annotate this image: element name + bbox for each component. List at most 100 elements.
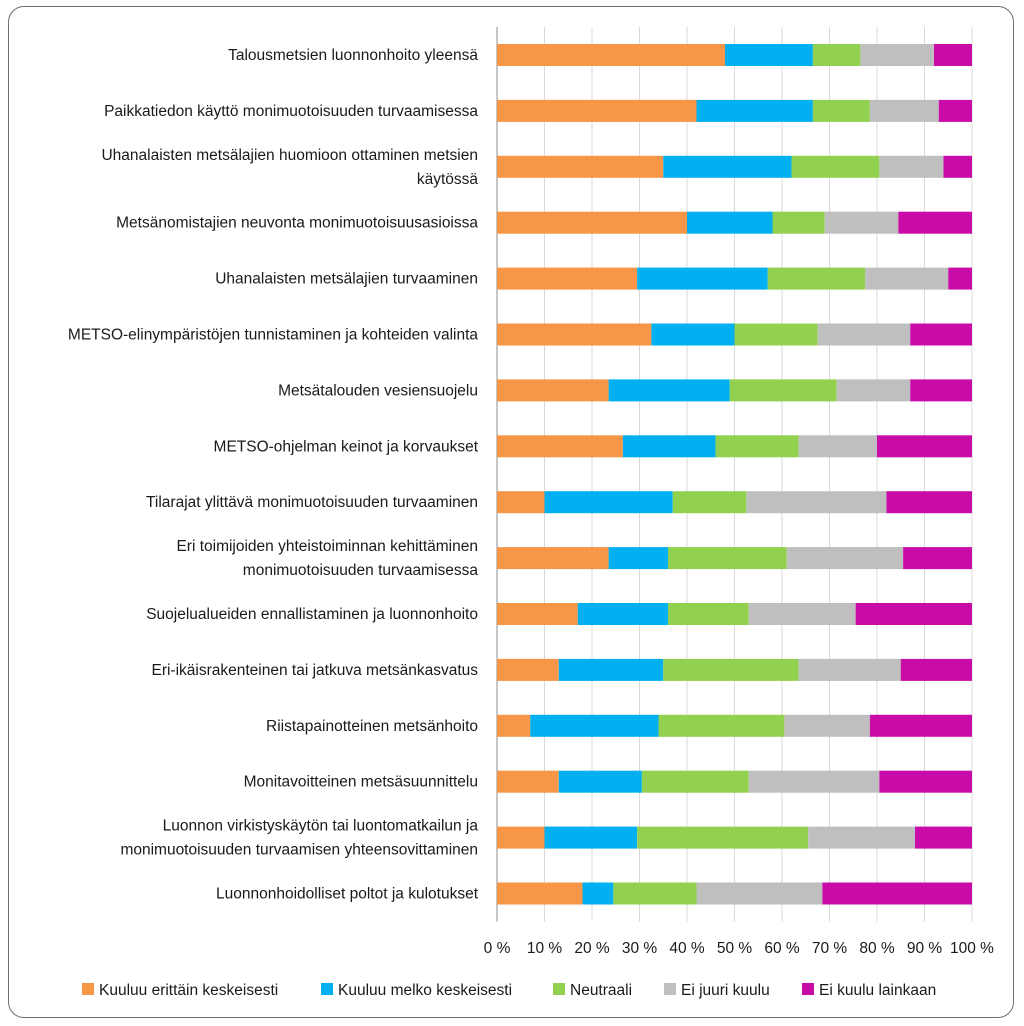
bar-segment-3-row-4	[772, 211, 825, 234]
category-label: Luonnon virkistyskäytön tai luontomatkai…	[163, 818, 479, 835]
x-tick-label: 20 %	[574, 940, 610, 957]
category-label: monimuotoisuuden turvaamisessa	[243, 562, 479, 579]
bar-segment-5-row-10	[903, 547, 972, 570]
bar-segment-1-row-10	[497, 547, 609, 570]
bar-segment-4-row-11	[748, 603, 856, 625]
category-label: Monitavoitteinen metsäsuunnittelu	[244, 774, 478, 791]
legend-swatch	[321, 983, 333, 995]
bar-segment-2-row-1	[725, 44, 813, 66]
category-label: Luonnonhoidolliset poltot ja kulotukset	[216, 886, 479, 903]
bar-segment-3-row-8	[715, 435, 799, 458]
bar-segment-5-row-3	[943, 155, 972, 178]
bar-segment-2-row-2	[696, 99, 813, 122]
bar-segment-4-row-2	[869, 99, 939, 122]
bar-segment-4-row-9	[746, 491, 887, 514]
bar-segment-5-row-15	[915, 826, 972, 849]
bar-segment-2-row-5	[637, 267, 768, 290]
category-label: Uhanalaisten metsälajien huomioon ottami…	[101, 147, 478, 164]
bar-segment-4-row-16	[696, 882, 823, 905]
bar-segment-4-row-5	[865, 267, 949, 290]
category-label: Eri toimijoiden yhteistoiminnan kehittäm…	[176, 538, 478, 555]
bar-segment-5-row-8	[877, 435, 972, 458]
bar-segment-5-row-1	[934, 44, 972, 66]
x-tick-label: 80 %	[859, 940, 895, 957]
bar-segment-3-row-13	[658, 714, 785, 737]
bar-segment-4-row-10	[786, 547, 904, 570]
bar-segment-2-row-4	[687, 211, 773, 234]
bar-segment-5-row-13	[869, 714, 972, 737]
bar-segment-2-row-10	[608, 547, 668, 570]
bar-segment-1-row-4	[497, 211, 687, 234]
bar-segment-2-row-12	[558, 658, 664, 681]
legend-label: Ei juuri kuulu	[681, 982, 770, 999]
x-tick-label: 50 %	[717, 940, 753, 957]
bar-segment-2-row-16	[582, 882, 614, 905]
bar-segment-2-row-11	[577, 603, 668, 625]
bar-segment-5-row-5	[948, 267, 972, 290]
bar-segment-1-row-16	[497, 882, 583, 905]
bar-segment-1-row-1	[497, 44, 725, 66]
bar-segment-1-row-2	[497, 99, 697, 122]
bar-segment-5-row-7	[910, 379, 972, 402]
bar-segment-3-row-9	[672, 491, 747, 514]
bar-segment-4-row-4	[824, 211, 899, 234]
category-label: monimuotoisuuden turvaamisen yhteensovit…	[120, 842, 478, 859]
bar-segment-5-row-4	[898, 211, 972, 234]
bar-segment-4-row-15	[808, 826, 915, 849]
bar-segment-1-row-7	[497, 379, 609, 402]
bar-segment-5-row-9	[886, 491, 972, 514]
bars	[497, 44, 972, 905]
bar-segment-3-row-11	[668, 603, 749, 625]
bar-segment-2-row-15	[544, 826, 638, 849]
bar-segment-2-row-13	[530, 714, 659, 737]
legend-label: Neutraali	[570, 982, 632, 999]
bar-segment-1-row-9	[497, 491, 545, 514]
x-tick-label: 40 %	[669, 940, 705, 957]
bar-segment-5-row-11	[855, 603, 972, 625]
bar-segment-5-row-14	[879, 770, 972, 793]
bar-segment-4-row-1	[860, 44, 934, 66]
category-label: käytössä	[417, 171, 479, 188]
x-axis-ticks: 0 % 10 % 20 % 30 % 40 % 50 % 60 % 70 % 80 % 90 % 1…	[484, 940, 995, 957]
bar-segment-3-row-2	[812, 99, 870, 122]
bar-segment-1-row-15	[497, 826, 545, 849]
category-label: METSO-elinympäristöjen tunnistaminen ja …	[68, 327, 478, 344]
bar-segment-1-row-12	[497, 658, 559, 681]
category-label: Riistapainotteinen metsänhoito	[266, 718, 478, 735]
bar-segment-4-row-14	[748, 770, 880, 793]
legend-label: Kuuluu erittäin keskeisesti	[99, 982, 278, 999]
bar-segment-2-row-9	[544, 491, 673, 514]
x-tick-label: 30 %	[622, 940, 658, 957]
category-label: Metsätalouden vesiensuojelu	[278, 382, 478, 399]
bar-segment-3-row-14	[641, 770, 749, 793]
category-label: Eri-ikäisrakenteinen tai jatkuva metsänk…	[151, 662, 478, 679]
legend-swatch	[802, 983, 814, 995]
legend-label: Ei kuulu lainkaan	[819, 982, 936, 999]
category-label: Metsänomistajien neuvonta monimuotoisuus…	[116, 215, 478, 232]
bar-segment-4-row-3	[879, 155, 944, 178]
legend-label: Kuuluu melko keskeisesti	[338, 982, 512, 999]
bar-segment-3-row-1	[812, 44, 861, 66]
bar-segment-5-row-6	[910, 323, 972, 346]
bar-segment-4-row-6	[817, 323, 911, 346]
bar-segment-2-row-3	[663, 155, 792, 178]
legend: Kuuluu erittäin keskeisesti Kuuluu melko …	[82, 982, 936, 999]
category-label: Tilarajat ylittävä monimuotoisuuden turv…	[146, 494, 478, 511]
bar-segment-3-row-3	[791, 155, 880, 178]
bar-segment-2-row-8	[622, 435, 716, 458]
category-label: Paikkatiedon käyttö monimuotoisuuden tur…	[104, 103, 478, 120]
x-tick-label: 90 %	[907, 940, 943, 957]
category-label: Uhanalaisten metsälajien turvaaminen	[215, 271, 478, 288]
bar-segment-4-row-7	[836, 379, 911, 402]
bar-segment-3-row-5	[767, 267, 866, 290]
bar-segment-4-row-12	[798, 658, 901, 681]
bar-segment-3-row-15	[637, 826, 809, 849]
bar-segment-1-row-5	[497, 267, 638, 290]
bar-segment-3-row-7	[729, 379, 837, 402]
bar-segment-3-row-10	[668, 547, 787, 570]
bar-segment-3-row-16	[613, 882, 697, 905]
bar-segment-3-row-12	[663, 658, 799, 681]
bar-segment-5-row-12	[900, 658, 972, 681]
bar-segment-1-row-6	[497, 323, 652, 346]
